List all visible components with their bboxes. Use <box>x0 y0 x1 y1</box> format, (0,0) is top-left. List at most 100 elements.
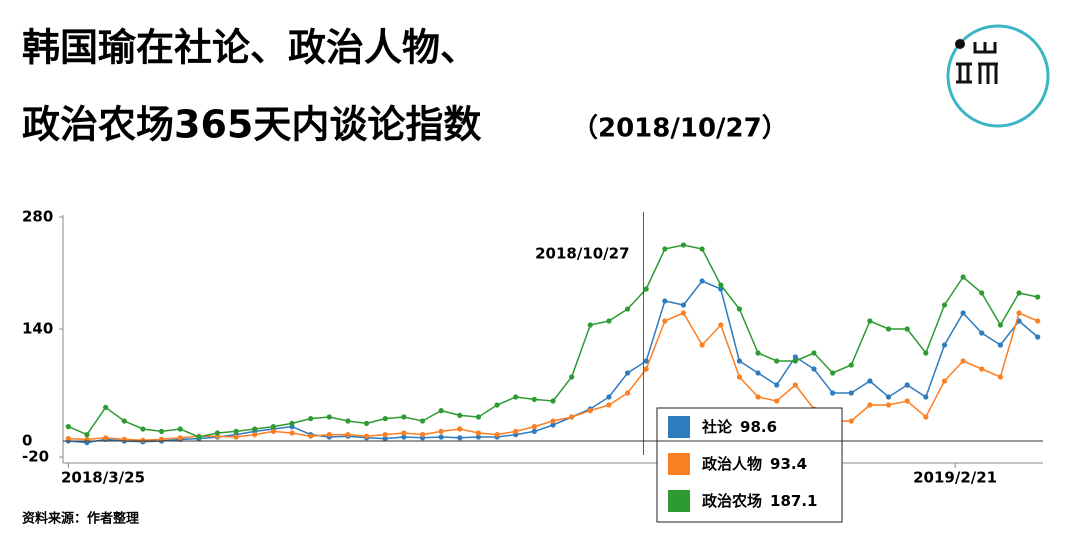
point <box>531 396 537 402</box>
point <box>1035 318 1041 324</box>
series-line <box>68 280 1039 444</box>
point <box>457 426 463 432</box>
point <box>792 382 798 388</box>
point <box>606 394 612 400</box>
point <box>308 416 314 422</box>
point <box>662 318 668 324</box>
point <box>699 342 705 348</box>
legend-swatch <box>668 416 690 438</box>
point <box>624 370 631 376</box>
point <box>345 432 351 438</box>
point <box>550 418 556 424</box>
point <box>848 390 854 396</box>
point <box>158 428 165 434</box>
legend-name: 政治人物 <box>702 455 762 473</box>
point <box>84 432 90 438</box>
point <box>792 354 798 360</box>
point <box>979 290 985 296</box>
point <box>885 326 892 332</box>
point <box>550 398 556 404</box>
point <box>867 378 873 384</box>
point <box>214 430 221 436</box>
point <box>885 394 892 400</box>
point <box>643 366 649 372</box>
legend-value: 98.6 <box>740 418 777 436</box>
point <box>923 350 929 356</box>
point <box>513 428 519 434</box>
point <box>401 414 407 420</box>
point <box>680 242 687 248</box>
legend-swatch <box>668 453 690 475</box>
point <box>289 430 295 436</box>
point <box>1035 334 1041 340</box>
point <box>662 298 668 304</box>
point <box>1035 294 1041 300</box>
point <box>867 402 873 408</box>
point <box>867 318 873 324</box>
point <box>177 435 183 441</box>
point <box>848 362 854 368</box>
point <box>65 436 71 442</box>
point <box>997 342 1003 348</box>
point <box>308 433 314 439</box>
point <box>233 428 239 434</box>
point <box>438 434 444 440</box>
point <box>960 310 966 316</box>
point <box>65 424 71 430</box>
point <box>755 394 761 400</box>
point <box>270 424 276 430</box>
point <box>904 326 910 332</box>
point <box>475 430 482 436</box>
point <box>904 382 910 388</box>
point <box>718 282 724 288</box>
point <box>979 330 985 336</box>
point <box>736 306 743 312</box>
point <box>270 428 276 434</box>
point <box>382 436 388 442</box>
point <box>885 402 892 408</box>
x-tick-label: 2019/2/21 <box>913 469 997 487</box>
point <box>475 414 482 420</box>
point <box>140 426 146 432</box>
chart-title: 韩国瑜在社论、政治人物、 <box>22 26 478 70</box>
point <box>624 390 631 396</box>
point <box>624 306 631 312</box>
point <box>736 374 743 380</box>
point <box>643 286 649 292</box>
point <box>680 310 687 316</box>
point <box>196 434 202 440</box>
point <box>923 394 929 400</box>
point <box>513 394 519 400</box>
point <box>643 358 649 364</box>
point <box>419 418 426 424</box>
point <box>699 278 705 284</box>
legend-label: 政治农场 187.1 <box>702 492 817 510</box>
point <box>587 408 593 414</box>
legend-name: 政治农场 <box>702 492 762 510</box>
point <box>419 432 426 438</box>
source-note: 资料来源：作者整理 <box>22 511 139 527</box>
point <box>1016 310 1022 316</box>
point <box>1016 290 1022 296</box>
point <box>960 358 966 364</box>
legend-name: 社论 <box>701 418 733 436</box>
point <box>121 418 127 424</box>
point <box>662 246 668 252</box>
annotation-label: 2018/10/27 <box>535 245 629 263</box>
point <box>606 402 612 408</box>
legend-value: 93.4 <box>770 455 807 473</box>
point <box>438 408 444 414</box>
point <box>848 418 854 424</box>
point <box>997 374 1003 380</box>
point <box>680 302 687 308</box>
point <box>363 420 370 426</box>
point <box>606 318 612 324</box>
point <box>941 342 948 348</box>
point <box>140 437 146 443</box>
legend: 社论 98.6 政治人物 93.4 政治农场 187.1 <box>656 407 843 523</box>
point <box>326 414 332 420</box>
y-tick-label: 140 <box>22 320 53 338</box>
point <box>363 433 370 439</box>
point <box>326 432 332 438</box>
